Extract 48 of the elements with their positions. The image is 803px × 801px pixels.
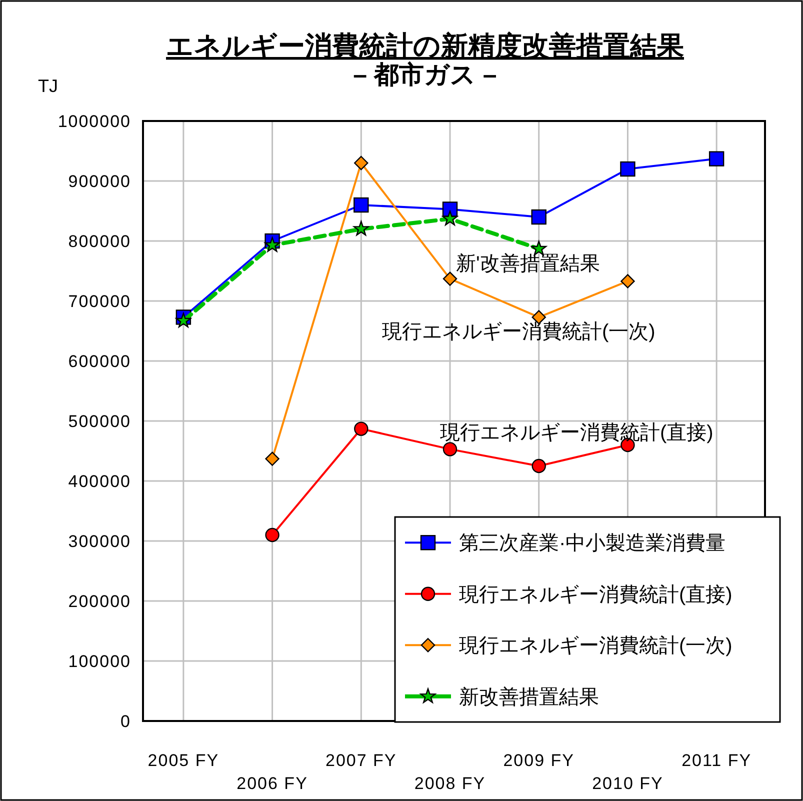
chart-title: エネルギー消費統計の新精度改善措置結果 [166,31,684,61]
point [620,274,635,288]
x-tick-label: 2008 FY [414,774,486,793]
point [264,237,280,252]
point [353,220,369,236]
x-tick-label: 2011 FY [682,751,752,770]
legend-label: 第三次産業·中小製造業消費量 [459,532,726,555]
point [354,197,369,213]
legend-item: 第三次産業·中小製造業消費量 [405,532,726,555]
y-tick-label: 100000 [68,652,131,671]
legend-item: 現行エネルギー消費統計(一次) [405,635,732,658]
y-tick-label: 1000000 [58,112,131,131]
x-tick-label: 2006 FY [236,774,308,793]
annotation: 現行エネルギー消費統計(一次) [382,321,656,343]
y-tick-label: 600000 [68,352,131,371]
legend-label: 新改善措置結果 [459,685,599,708]
point [354,422,368,436]
point [532,458,546,474]
point [708,151,724,166]
y-tick-label: 800000 [68,232,131,251]
legend-item: 現行エネルギー消費統計(直接) [405,584,732,606]
x-tick-label: 2009 FY [503,751,574,770]
y-tick-label: 900000 [68,172,131,191]
annotation: 現行エネルギー消費統計(直接) [440,422,714,444]
chart-subtitle: – 都市ガス – [353,61,497,89]
x-tick-label: 2010 FY [592,774,664,793]
y-tick-label: 400000 [68,472,131,491]
point [265,528,280,542]
y-tick-label: 0 [120,712,131,731]
point [354,156,368,170]
annotation: 新'改善措置結果 [456,252,600,275]
point [265,452,280,466]
y-tick-label: 200000 [68,592,131,611]
y-tick-label: 300000 [68,532,131,551]
x-tick-label: 2007 FY [326,751,397,770]
point [176,312,192,328]
point [442,210,458,226]
legend-label: 現行エネルギー消費統計(直接) [459,584,732,606]
y-axis-title: TJ [38,76,58,96]
point [620,161,636,177]
x-tick-label: 2005 FY [148,751,220,770]
legend-item: 新改善措置結果 [405,686,599,708]
y-tick-label: 500000 [68,412,131,431]
legend-label: 現行エネルギー消費統計(一次) [459,635,732,658]
point [442,442,458,456]
y-tick-label: 700000 [68,292,131,311]
point [442,272,458,286]
point [531,209,546,225]
